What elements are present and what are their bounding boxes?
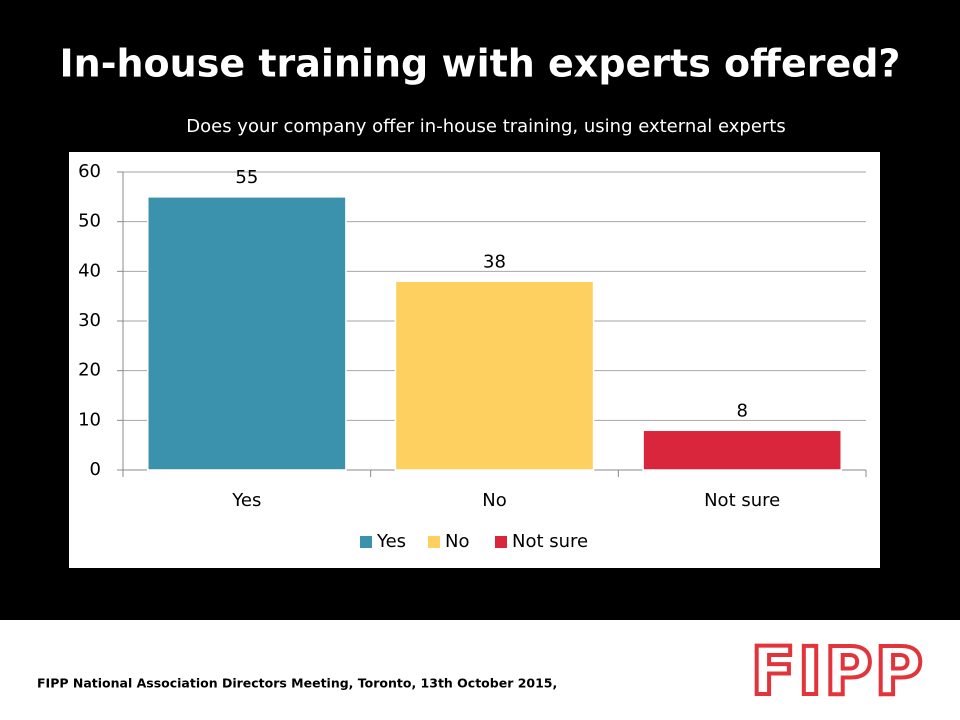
x-tick-label: Yes <box>231 490 261 511</box>
slide-footer-bg <box>0 620 960 720</box>
y-tick-label: 50 <box>78 211 101 232</box>
chart-title: In-house training with experts offered? <box>60 42 901 86</box>
legend-swatch <box>360 536 372 548</box>
bar <box>394 280 595 471</box>
x-tick-label: Not sure <box>704 490 780 511</box>
logo: FIPP <box>751 633 925 710</box>
y-tick-label: 0 <box>90 459 101 480</box>
legend-swatch <box>428 536 440 548</box>
y-tick-label: 30 <box>78 310 101 331</box>
data-label: 8 <box>736 400 747 421</box>
legend-swatch <box>495 536 507 548</box>
y-tick-label: 40 <box>78 260 101 281</box>
plot: 0 10 20 30 40 50 60 Yes 55 No 38 Not sure 8 Yes No Not … <box>78 161 867 552</box>
x-tick-label: No <box>482 490 506 511</box>
data-label: 38 <box>483 251 506 272</box>
footer-text: FIPP National Association Directors Meet… <box>37 676 557 691</box>
y-tick-label: 20 <box>78 360 101 381</box>
legend-label: Yes <box>376 531 406 552</box>
legend-label: Not sure <box>512 531 588 552</box>
chart-subtitle: Does your company offer in-house trainin… <box>186 116 786 137</box>
bar <box>147 196 347 471</box>
bar <box>642 429 842 471</box>
legend-label: No <box>445 531 469 552</box>
data-label: 55 <box>235 167 258 188</box>
y-tick-label: 60 <box>78 161 101 182</box>
y-tick-label: 10 <box>78 409 101 430</box>
